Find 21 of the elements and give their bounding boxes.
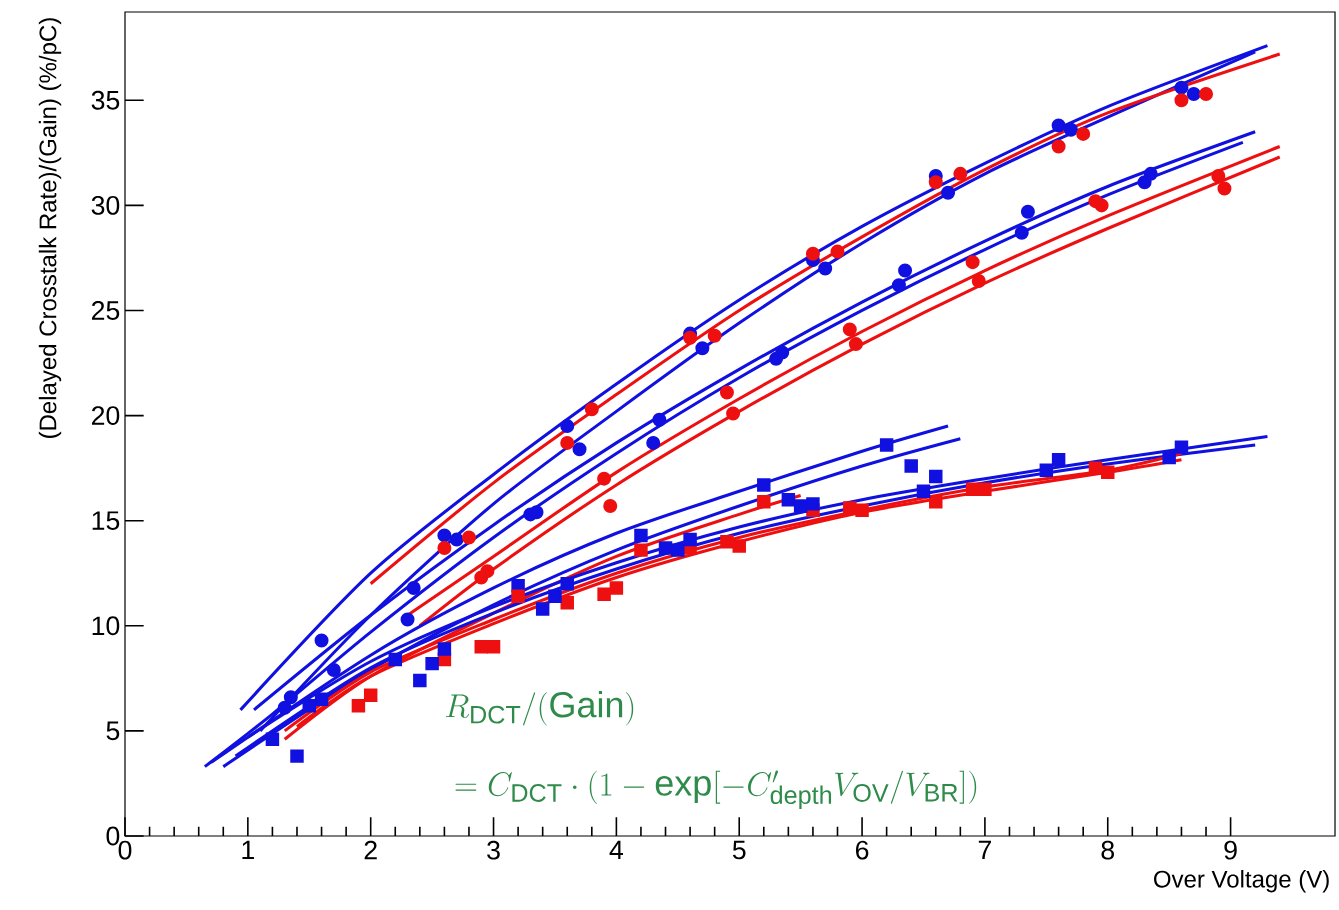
x-tick-label: 3 [487, 840, 500, 860]
annotation: $= C_{\mathrm{DCT}}\cdot(1-\exp[-C'_{\mathrm{depth}}V_{\mathrm{OV}}/V_{\mathrm{BR}}])$ [455, 770, 977, 810]
y-axis-title: (Delayed Crosstalk Rate)/(Gain) (%/pC) [38, 18, 62, 438]
y-tick-label: 0 [106, 826, 120, 846]
x-tick-label: 1 [242, 840, 254, 860]
x-tick-label: 6 [856, 840, 869, 860]
x-tick-label: 8 [1101, 840, 1115, 860]
x-tick-label: 7 [978, 840, 991, 860]
x-tick-label: 5 [732, 840, 746, 860]
x-tick-label: 2 [364, 840, 377, 860]
annotation: $R_{\mathrm{DCT}}/(\mathrm{Gain})$ [445, 691, 634, 726]
y-tick-label: 15 [92, 511, 120, 530]
y-tick-label: 25 [91, 301, 120, 320]
x-tick-label: 4 [609, 840, 624, 860]
y-tick-label: 20 [91, 406, 120, 426]
y-tick-label: 10 [92, 616, 120, 636]
y-tick-label: 5 [106, 721, 120, 741]
y-tick-label: 35 [91, 90, 120, 110]
x-tick-label: 9 [1224, 840, 1237, 860]
x-axis-title: Over Voltage (V) [1154, 870, 1329, 893]
y-tick-label: 30 [91, 195, 120, 215]
